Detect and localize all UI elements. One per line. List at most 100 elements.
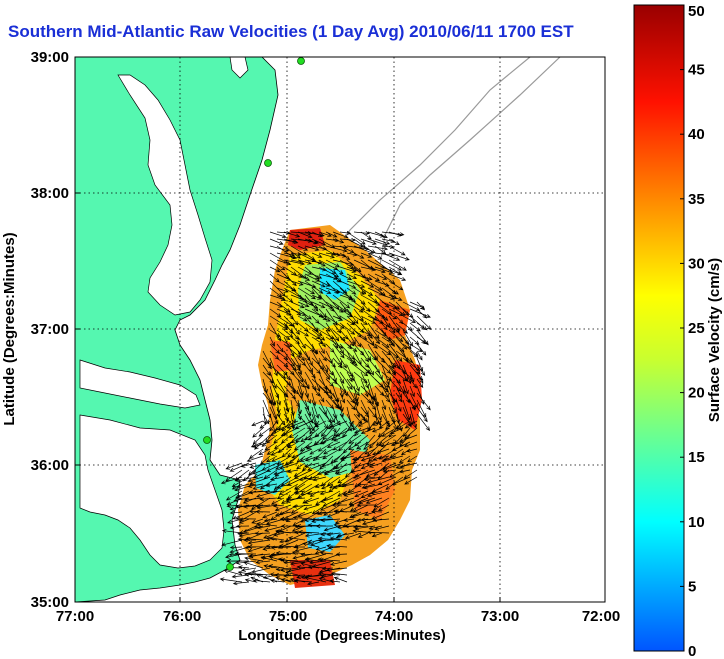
velocity-arrow (248, 490, 271, 495)
velocity-arrow (297, 301, 310, 308)
velocity-arrow (352, 420, 362, 431)
velocity-arrow (332, 266, 344, 275)
velocity-arrow (243, 504, 264, 509)
velocity-arrow (367, 238, 388, 247)
velocity-arrow (290, 322, 300, 335)
velocity-arrow (252, 469, 264, 475)
velocity-arrow (339, 252, 351, 260)
velocity-arrow (290, 364, 304, 383)
velocity-arrow (346, 336, 355, 347)
velocity-arrow (399, 434, 418, 443)
velocity-arrow (245, 536, 264, 541)
velocity-arrow (278, 483, 299, 495)
velocity-arrow (328, 483, 348, 489)
velocity-arrow (346, 308, 359, 325)
velocity-arrow (322, 497, 341, 507)
velocity-arrow (365, 469, 383, 478)
velocity-arrow (269, 336, 275, 347)
velocity-arrow (390, 441, 404, 447)
velocity-arrow (318, 350, 327, 362)
velocity-arrow (325, 364, 334, 376)
velocity-arrow (314, 455, 327, 460)
velocity-arrow (290, 329, 300, 341)
velocity-arrow (381, 294, 396, 301)
velocity-arrow (318, 280, 331, 287)
velocity-arrow (276, 392, 282, 406)
velocity-arrow (240, 462, 257, 468)
velocity-arrow (309, 420, 320, 435)
velocity-arrow (311, 294, 322, 300)
velocity-arrow (276, 259, 292, 266)
velocity-arrow (339, 273, 353, 281)
velocity-arrow (374, 329, 392, 342)
velocity-arrow (311, 273, 323, 279)
velocity-arrow (367, 329, 381, 345)
velocity-arrow (337, 476, 348, 484)
velocity-arrow (221, 539, 243, 547)
velocity-arrow (344, 532, 362, 540)
velocity-arrow (318, 336, 326, 348)
velocity-arrow (241, 567, 257, 572)
velocity-arrow (300, 552, 320, 557)
velocity-arrow (315, 524, 334, 529)
y-axis-label: Latitude (Degrees:Minutes) (1, 232, 18, 425)
map-title: Southern Mid-Atlantic Raw Velocities (1 … (8, 22, 574, 41)
velocity-arrow (360, 357, 370, 368)
velocity-arrow (318, 392, 325, 403)
colorbar-tick-label: 15 (688, 449, 705, 466)
velocity-arrow (311, 259, 327, 267)
velocity-arrow (339, 455, 355, 461)
velocity-arrow (304, 329, 321, 340)
velocity-arrow (349, 497, 369, 507)
velocity-arrow (353, 406, 366, 422)
velocity-arrow (264, 525, 285, 532)
velocity-arrow (311, 301, 326, 309)
y-tick-label: 37:00 (31, 321, 69, 338)
velocity-arrow (254, 531, 271, 536)
velocity-arrow (381, 427, 397, 437)
velocity-arrow (287, 441, 299, 449)
velocity-arrow (343, 490, 362, 497)
grid-lines (75, 57, 605, 602)
velocity-arrow (346, 392, 355, 404)
velocity-arrow (231, 483, 243, 490)
velocity-arrow (262, 413, 270, 425)
velocity-arrow (283, 294, 294, 303)
colorbar-tick-label: 0 (688, 643, 696, 659)
velocity-arrow (320, 420, 334, 438)
velocity-arrow (280, 567, 299, 572)
velocity-arrow (360, 301, 371, 313)
velocity-arrow (271, 455, 285, 462)
velocity-arrow (346, 266, 358, 272)
velocity-arrow (330, 571, 348, 576)
velocity-arrow (226, 559, 250, 564)
velocity-arrow (381, 455, 404, 463)
velocity-arrow (307, 539, 320, 545)
velocity-arrow (351, 455, 369, 461)
velocity-arrow (314, 510, 327, 516)
velocity-arrow (409, 308, 431, 318)
velocity-arrow (353, 378, 360, 392)
velocity-arrow (314, 420, 327, 428)
velocity-arrow (287, 469, 299, 474)
velocity-arrow (252, 578, 271, 583)
velocity-arrow (374, 315, 388, 331)
velocity-arrow (388, 273, 407, 281)
station-marker (226, 563, 234, 571)
velocity-arrow (283, 322, 294, 334)
velocity-arrow (311, 238, 327, 246)
velocity-arrow (416, 378, 424, 389)
velocity-arrow (246, 455, 264, 463)
velocity-arrow (358, 497, 376, 505)
velocity-arrow (395, 399, 402, 413)
velocity-arrow (290, 301, 305, 309)
velocity-arrow (276, 329, 291, 341)
velocity-arrow (304, 378, 310, 390)
velocity-arrow (304, 441, 327, 449)
velocity-arrow (360, 378, 369, 398)
velocity-arrow (332, 231, 349, 239)
velocity-arrow (319, 455, 334, 470)
velocity-arrow (304, 280, 324, 294)
velocity-arrow (317, 511, 334, 516)
velocity-arrow (269, 536, 285, 541)
